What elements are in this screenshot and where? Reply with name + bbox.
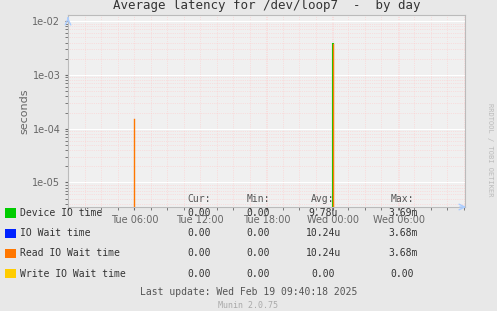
Text: 0.00: 0.00 xyxy=(187,269,211,279)
Text: 0.00: 0.00 xyxy=(247,248,270,258)
Text: 3.68m: 3.68m xyxy=(388,248,417,258)
Text: 0.00: 0.00 xyxy=(187,208,211,218)
Text: Read IO Wait time: Read IO Wait time xyxy=(20,248,120,258)
Text: 0.00: 0.00 xyxy=(187,248,211,258)
Text: 0.00: 0.00 xyxy=(311,269,335,279)
Text: Avg:: Avg: xyxy=(311,194,335,204)
Y-axis label: seconds: seconds xyxy=(19,88,30,134)
Text: Munin 2.0.75: Munin 2.0.75 xyxy=(219,301,278,310)
Text: 0.00: 0.00 xyxy=(247,228,270,238)
Text: Cur:: Cur: xyxy=(187,194,211,204)
Text: Device IO time: Device IO time xyxy=(20,208,102,218)
Text: 0.00: 0.00 xyxy=(187,228,211,238)
Text: 3.69m: 3.69m xyxy=(388,208,417,218)
Text: Max:: Max: xyxy=(391,194,414,204)
Text: 3.68m: 3.68m xyxy=(388,228,417,238)
Text: Last update: Wed Feb 19 09:40:18 2025: Last update: Wed Feb 19 09:40:18 2025 xyxy=(140,287,357,297)
Text: 10.24u: 10.24u xyxy=(306,228,340,238)
Text: 0.00: 0.00 xyxy=(247,208,270,218)
Title: Average latency for /dev/loop7  -  by day: Average latency for /dev/loop7 - by day xyxy=(113,0,420,12)
Text: RRDTOOL / TOBI OETIKER: RRDTOOL / TOBI OETIKER xyxy=(487,103,493,196)
Text: 9.78u: 9.78u xyxy=(308,208,338,218)
Text: 0.00: 0.00 xyxy=(247,269,270,279)
Text: 10.24u: 10.24u xyxy=(306,248,340,258)
Text: Min:: Min: xyxy=(247,194,270,204)
Text: Write IO Wait time: Write IO Wait time xyxy=(20,269,126,279)
Text: 0.00: 0.00 xyxy=(391,269,414,279)
Text: IO Wait time: IO Wait time xyxy=(20,228,90,238)
